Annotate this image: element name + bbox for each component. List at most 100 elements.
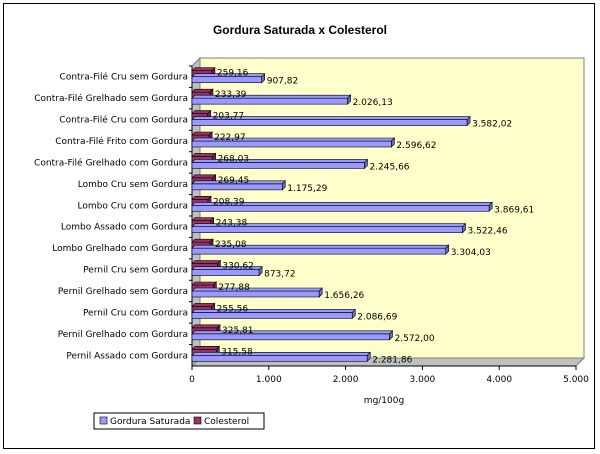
- category-label: Pernil Cru com Gordura: [83, 308, 188, 318]
- x-tick-label: 4.000: [486, 375, 512, 385]
- data-label-gordura-saturada: 873,72: [264, 270, 296, 280]
- data-label-colesterol: 325,81: [222, 326, 254, 336]
- data-label-colesterol: 259,16: [217, 69, 249, 79]
- data-label-gordura-saturada: 2.596,62: [396, 141, 436, 151]
- x-tick-label: 5.000: [563, 375, 589, 385]
- data-label-gordura-saturada: 3.522,46: [468, 227, 508, 237]
- data-label-gordura-saturada: 907,82: [267, 77, 299, 87]
- category-label: Pernil Assado com Gordura: [66, 351, 188, 361]
- legend: Gordura Saturada Colesterol: [93, 412, 265, 430]
- chart-frame: Gordura Saturada x Colesterol 0 1.000 2.00…: [3, 3, 595, 449]
- bar-gordura-saturada: [191, 222, 467, 234]
- bar-gordura-saturada-side: [488, 201, 493, 213]
- x-axis-title: mg/100g: [364, 396, 404, 406]
- data-label-gordura-saturada: 3.304,03: [451, 248, 491, 258]
- plot-area: 0 1.000 2.000 3.000 4.000 5.000 mg/100g Contra-…: [34, 56, 589, 406]
- data-label-colesterol: 203,77: [213, 112, 245, 122]
- bar-colesterol-top: [191, 153, 217, 157]
- category-label: Pernil Cru sem Gordura: [83, 266, 188, 276]
- bar-gordura-saturada: [191, 94, 352, 105]
- bar-gordura-saturada-side: [261, 72, 266, 84]
- category-label: Pernil Grelhado com Gordura: [58, 330, 188, 340]
- bar-gordura-saturada: [191, 330, 394, 341]
- data-label-colesterol: 269,45: [218, 176, 250, 186]
- category-label: Contra-Filé Frito com Gordura: [55, 136, 188, 147]
- category-label: Contra-Filé Cru com Gordura: [59, 115, 188, 126]
- chart-title: Gordura Saturada x Colesterol: [213, 23, 387, 37]
- legend-label: Gordura Saturada: [110, 417, 190, 427]
- category-label: Pernil Grelhado sem Gordura: [58, 287, 188, 297]
- bar-gordura-saturada: [191, 287, 323, 298]
- data-label-colesterol: 243,38: [216, 219, 248, 229]
- data-label-gordura-saturada: 2.086,69: [357, 312, 397, 322]
- bar-gordura-saturada-side: [318, 287, 323, 298]
- bar-gordura-saturada: [191, 72, 266, 84]
- bar-gordura-saturada-top: [191, 351, 371, 356]
- chart-svg: Gordura Saturada x Colesterol 0 1.000 2.00…: [34, 23, 589, 430]
- x-tick-label: 0: [189, 375, 195, 385]
- bar-gordura-saturada: [191, 201, 493, 213]
- legend-box: [93, 412, 265, 430]
- bar-gordura-saturada: [191, 308, 356, 320]
- category-label: Contra-Filé Grelhado com Gordura: [34, 157, 188, 168]
- category-label: Contra-Filé Cru sem Gordura: [60, 72, 188, 83]
- category-label: Lombo Cru com Gordura: [78, 201, 189, 211]
- data-label-gordura-saturada: 3.582,02: [472, 120, 512, 130]
- data-label-gordura-saturada: 2.572,00: [395, 334, 435, 344]
- data-label-gordura-saturada: 1.175,29: [287, 184, 327, 194]
- bar-colesterol-top: [191, 131, 213, 136]
- legend-label: Colesterol: [204, 417, 249, 427]
- bar-gordura-saturada: [191, 137, 396, 148]
- x-tick-label: 2.000: [333, 375, 359, 385]
- bar-gordura-saturada-side: [281, 180, 286, 191]
- x-tick-label: 1.000: [256, 375, 282, 385]
- data-label-colesterol: 268,03: [218, 154, 250, 164]
- data-label-gordura-saturada: 2.281,86: [372, 355, 412, 365]
- legend-swatch: [193, 416, 202, 425]
- bar-gordura-saturada-side: [462, 222, 466, 234]
- x-tick-label: 3.000: [410, 375, 436, 385]
- bar-gordura-saturada-side: [366, 351, 371, 363]
- bar-gordura-saturada: [191, 244, 450, 255]
- data-label-colesterol: 235,08: [215, 240, 247, 250]
- data-label-colesterol: 330,62: [222, 262, 254, 272]
- legend-swatch: [99, 416, 108, 425]
- data-label-colesterol: 255,56: [217, 304, 249, 314]
- data-label-gordura-saturada: 3.869,61: [494, 205, 534, 215]
- bar-gordura-saturada-side: [466, 115, 471, 127]
- bar-colesterol-top: [191, 345, 220, 350]
- bar-gordura-saturada-side: [445, 244, 450, 255]
- bar-gordura-saturada-top: [191, 287, 323, 292]
- data-label-colesterol: 233,39: [215, 90, 247, 100]
- bar-colesterol-top: [191, 324, 221, 329]
- data-label-colesterol: 208,39: [213, 197, 245, 207]
- bar-gordura-saturada-front: [191, 354, 368, 362]
- data-label-colesterol: 277,88: [218, 283, 250, 293]
- category-label: Lombo Assado com Gordura: [61, 223, 188, 233]
- data-label-gordura-saturada: 2.026,13: [353, 98, 393, 108]
- bar-gordura-saturada-side: [347, 94, 351, 105]
- bar-gordura-saturada-side: [391, 137, 395, 148]
- category-label: Lombo Grelhado com Gordura: [52, 244, 188, 254]
- bar-colesterol-top: [191, 67, 216, 72]
- category-label: Lombo Cru sem Gordura: [78, 180, 188, 190]
- data-label-gordura-saturada: 1.656,26: [324, 291, 364, 301]
- bar-gordura-saturada-side: [351, 308, 356, 320]
- bar-gordura-saturada-side: [389, 330, 393, 341]
- bar-gordura-saturada: [191, 115, 471, 127]
- bar-gordura-saturada-side: [364, 158, 368, 170]
- bar-colesterol-top: [191, 174, 217, 179]
- bar-colesterol-top: [191, 260, 222, 264]
- bar-gordura-saturada: [191, 158, 369, 170]
- bar-colesterol-top: [191, 303, 216, 307]
- bar-gordura-saturada: [191, 180, 286, 191]
- bar-colesterol-top: [191, 238, 214, 243]
- bar-gordura-saturada-front: [191, 290, 320, 298]
- bar-gordura-saturada: [191, 265, 263, 277]
- category-label: Contra-Filé Grelhado sem Gordura: [34, 93, 188, 104]
- bar-colesterol-top: [191, 281, 218, 286]
- data-label-colesterol: 315,58: [221, 347, 253, 357]
- data-label-colesterol: 222,97: [214, 133, 246, 143]
- bar-gordura-saturada: [191, 351, 371, 363]
- bar-gordura-saturada-side: [258, 265, 263, 277]
